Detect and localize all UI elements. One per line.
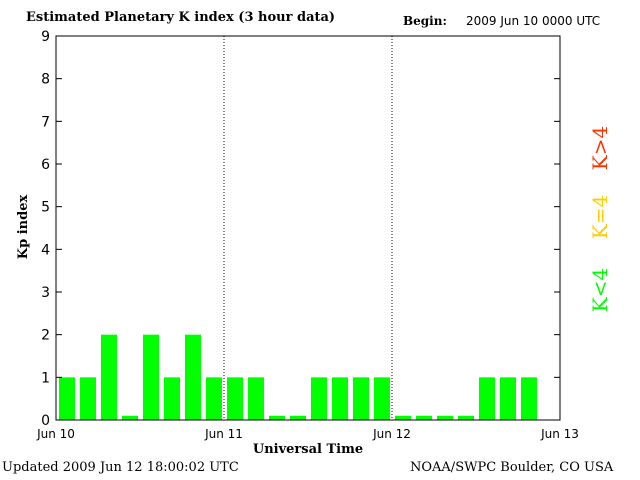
bar <box>521 377 537 420</box>
begin-label: Begin: <box>403 14 447 28</box>
bar <box>206 377 222 420</box>
y-tick-label: 2 <box>41 328 50 344</box>
x-tick-label: Jun 13 <box>540 427 579 441</box>
bar <box>479 377 495 420</box>
y-tick-label: 8 <box>41 72 50 88</box>
bar <box>185 334 201 420</box>
bar <box>290 415 306 420</box>
y-tick-label: 3 <box>41 285 50 301</box>
y-axis: 0 1 2 3 4 5 6 7 8 9 <box>41 29 560 429</box>
bar <box>395 415 411 420</box>
bar <box>80 377 96 420</box>
y-tick-label: 0 <box>41 413 50 429</box>
bar <box>59 377 75 420</box>
legend-item: K<4 <box>588 268 612 312</box>
chart-title: Estimated Planetary K index (3 hour data… <box>26 10 336 25</box>
updated-timestamp: Updated 2009 Jun 12 18:00:02 UTC <box>2 460 239 475</box>
plot-frame <box>55 35 561 421</box>
bar <box>248 377 264 420</box>
bar <box>311 377 327 420</box>
legend-item: K=4 <box>588 195 612 239</box>
bar <box>416 415 432 420</box>
y-tick-label: 6 <box>41 157 50 173</box>
y-tick-label: 9 <box>41 29 50 45</box>
x-axis: Jun 10 Jun 11 Jun 12 Jun 13 <box>36 427 579 441</box>
bar <box>332 377 348 420</box>
bar <box>101 334 117 420</box>
bar <box>374 377 390 420</box>
y-axis-label: Kp index <box>16 195 31 260</box>
legend-item: K>4 <box>588 126 612 170</box>
legend: K<4 K=4 K>4 <box>588 126 612 312</box>
x-tick-label: Jun 10 <box>36 427 75 441</box>
bar <box>353 377 369 420</box>
bar <box>143 334 159 420</box>
bar <box>458 415 474 420</box>
x-axis-label: Universal Time <box>253 442 363 457</box>
bar <box>227 377 243 420</box>
y-tick-label: 1 <box>41 370 50 386</box>
y-tick-label: 4 <box>41 242 50 258</box>
x-tick-label: Jun 11 <box>204 427 243 441</box>
bar <box>437 415 453 420</box>
source-credit: NOAA/SWPC Boulder, CO USA <box>410 460 614 475</box>
bar <box>269 415 285 420</box>
x-tick-label: Jun 12 <box>372 427 411 441</box>
bar <box>164 377 180 420</box>
bar <box>122 415 138 420</box>
bar <box>500 377 516 420</box>
bar-group <box>59 334 537 420</box>
y-tick-label: 5 <box>41 200 50 216</box>
day-divider-group <box>223 36 393 420</box>
y-tick-label: 7 <box>41 114 50 130</box>
begin-value: 2009 Jun 10 0000 UTC <box>466 14 601 28</box>
